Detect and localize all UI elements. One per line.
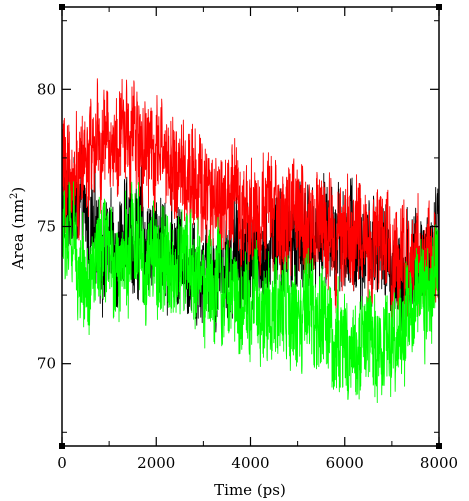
x-tick-label: 8000 <box>420 454 458 472</box>
y-tick-label: 80 <box>37 80 56 98</box>
series-line-2 <box>61 78 440 334</box>
x-tick-label: 4000 <box>231 454 269 472</box>
y-axis-title-close: ) <box>9 187 27 193</box>
x-axis-title: Time (ps) <box>214 481 286 499</box>
ticks-layer: 0 2000 4000 6000 8000 70 75 80 <box>37 7 458 472</box>
corner-handle <box>436 4 442 10</box>
y-tick-label: 70 <box>37 355 56 373</box>
series-line-3 <box>61 181 440 404</box>
x-tick-label: 2000 <box>137 454 175 472</box>
corner-handle <box>59 4 65 10</box>
corner-handle <box>436 443 442 449</box>
y-axis-title-sup: 2 <box>9 193 20 199</box>
series-layer <box>61 78 440 404</box>
y-tick-label: 75 <box>37 218 56 236</box>
x-tick-label: 6000 <box>326 454 364 472</box>
corner-layer <box>59 4 442 449</box>
y-axis-title-main: Area (nm <box>9 199 27 270</box>
x-tick-label: 0 <box>57 454 67 472</box>
y-axis-title: Area (nm2) <box>9 187 27 271</box>
corner-handle <box>59 443 65 449</box>
